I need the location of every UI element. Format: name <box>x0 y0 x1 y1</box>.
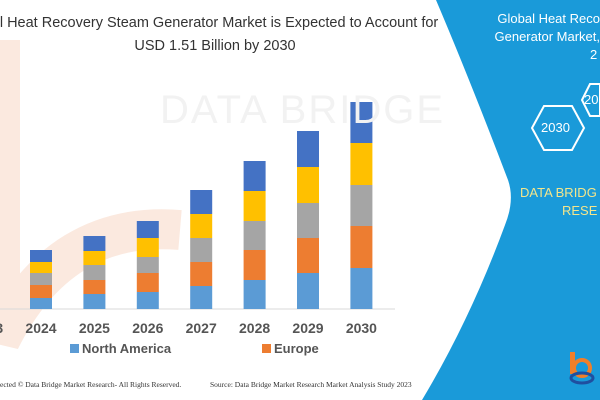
legend-north-america: North America <box>70 341 171 356</box>
hexagon-2030 <box>530 105 586 151</box>
footer-source: Source: Data Bridge Market Research Mark… <box>210 380 412 389</box>
hex-label-2030: 2030 <box>541 120 570 135</box>
panel-title-line3: 2 <box>590 47 598 62</box>
bar-segment-2025-series-2 <box>83 265 106 280</box>
bar-segment-2028-series-2 <box>243 221 266 250</box>
bar-segment-2028-series-3 <box>243 191 266 221</box>
bar-segment-2026-north-america <box>136 292 159 309</box>
bar-segment-2028-europe <box>243 250 266 280</box>
bar-segment-2026-series-4 <box>136 221 159 238</box>
bar-segment-2024-europe <box>30 285 52 298</box>
x-tick-label: 2026 <box>132 320 164 336</box>
bar-segment-2028-series-4 <box>243 161 266 191</box>
chart-title-line1: al Heat Recovery Steam Generator Market … <box>0 15 439 31</box>
bar-segment-2026-series-3 <box>136 238 159 257</box>
x-tick-label: 2030 <box>345 320 377 336</box>
panel-title-line2: Generator Market, <box>494 29 600 44</box>
x-tick-label: 2029 <box>292 320 324 336</box>
bar-segment-2027-series-2 <box>190 238 213 262</box>
bar-segment-2025-series-3 <box>83 251 106 265</box>
brand-line1: DATA BRIDG <box>520 185 597 200</box>
bar-segment-2026-series-2 <box>136 257 159 273</box>
bar-segment-2028-north-america <box>243 280 266 309</box>
bar-segment-2030-europe <box>350 226 373 268</box>
bar-segment-2027-europe <box>190 262 213 286</box>
bar-segment-2027-series-4 <box>190 190 213 214</box>
brand-line2: RESE <box>562 203 598 218</box>
hexagon-2 <box>580 83 600 117</box>
bar-segment-2029-series-2 <box>297 203 319 238</box>
brand-logo <box>569 352 595 385</box>
x-tick-label: 2023 <box>0 320 13 336</box>
footer-copyright: ected © Data Bridge Market Research- All… <box>0 380 182 389</box>
legend-europe: Europe <box>262 341 319 356</box>
x-tick-label: 2028 <box>239 320 271 336</box>
hexagons <box>530 83 600 151</box>
bar-segment-2029-europe <box>297 238 319 273</box>
x-tick-label: 2024 <box>25 320 57 336</box>
right-panel <box>422 0 600 400</box>
bar-segment-2027-series-3 <box>190 214 213 238</box>
x-tick-label: 2027 <box>185 320 217 336</box>
bar-segment-2029-series-3 <box>297 167 319 203</box>
bars <box>30 102 373 309</box>
bar-segment-2024-north-america <box>30 298 52 309</box>
legend-swatch <box>70 344 79 353</box>
x-tick-label: 2025 <box>78 320 110 336</box>
bar-segment-2030-series-3 <box>350 143 373 185</box>
panel-title-line1: Global Heat Reco <box>497 11 600 26</box>
bar-segment-2030-series-2 <box>350 185 373 226</box>
hex-label-2: 20 <box>584 92 599 107</box>
bar-segment-2029-north-america <box>297 273 319 309</box>
bar-segment-2024-series-4 <box>30 250 52 262</box>
chart-title-line2: USD 1.51 Billion by 2030 <box>134 38 296 54</box>
bar-segment-2026-europe <box>136 273 159 292</box>
bar-segment-2029-series-4 <box>297 131 319 167</box>
bar-segment-2025-north-america <box>83 294 106 309</box>
bar-segment-2027-north-america <box>190 286 213 309</box>
bar-segment-2024-series-2 <box>30 273 52 285</box>
legend-swatch <box>262 344 271 353</box>
bar-segment-2024-series-3 <box>30 262 52 273</box>
bar-segment-2030-north-america <box>350 268 373 309</box>
bar-segment-2025-europe <box>83 280 106 294</box>
watermark: DATA BRIDGE <box>160 88 446 132</box>
bar-segment-2025-series-4 <box>83 236 106 251</box>
bar-segment-2030-series-4 <box>350 102 373 143</box>
